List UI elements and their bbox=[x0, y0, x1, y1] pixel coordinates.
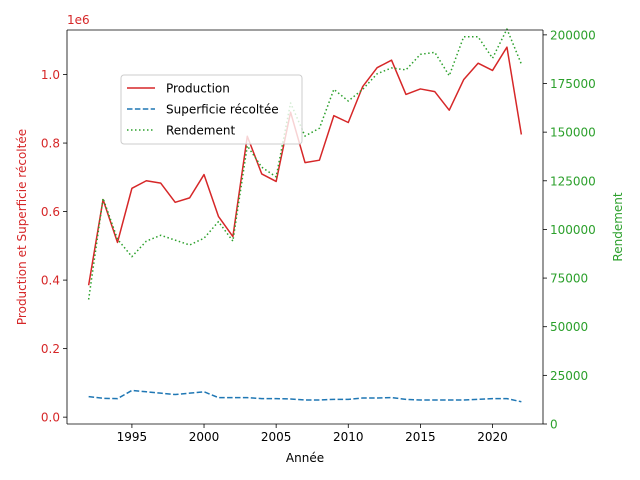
right-tick-label: 75000 bbox=[550, 272, 588, 286]
right-tick-label: 0 bbox=[550, 418, 558, 432]
x-tick-label: 2010 bbox=[333, 430, 364, 444]
legend-label-superficie: Superficie récoltée bbox=[166, 103, 279, 117]
legend: Production Superficie récoltée Rendement bbox=[120, 74, 303, 145]
right-tick-label: 175000 bbox=[550, 77, 596, 91]
x-tick-label: 1995 bbox=[117, 430, 148, 444]
left-tick-label: 1.0 bbox=[41, 68, 60, 82]
legend-frame bbox=[120, 74, 303, 145]
left-axis-offset-label: 1e6 bbox=[67, 13, 90, 27]
x-axis-ticks: 1995 2000 2005 2010 2015 2020 bbox=[117, 424, 508, 444]
right-tick-label: 125000 bbox=[550, 174, 596, 188]
left-tick-label: 0.4 bbox=[41, 274, 60, 288]
right-tick-label: 200000 bbox=[550, 28, 596, 42]
right-tick-label: 25000 bbox=[550, 369, 588, 383]
left-tick-label: 0.6 bbox=[41, 205, 60, 219]
right-tick-label: 50000 bbox=[550, 320, 588, 334]
x-tick-label: 2000 bbox=[189, 430, 220, 444]
left-axis-label: Production et Superficie récoltée bbox=[15, 129, 29, 325]
series-layer bbox=[87, 28, 523, 403]
series-line-1 bbox=[88, 389, 522, 403]
left-tick-label: 0.8 bbox=[41, 137, 60, 151]
x-tick-label: 2015 bbox=[405, 430, 436, 444]
legend-label-production: Production bbox=[166, 82, 230, 96]
series-line-2 bbox=[87, 28, 523, 300]
right-tick-label: 150000 bbox=[550, 126, 596, 140]
left-tick-label: 0.0 bbox=[41, 411, 60, 425]
x-axis-label: Année bbox=[286, 451, 324, 465]
right-tick-label: 100000 bbox=[550, 223, 596, 237]
right-axis-label: Rendement bbox=[611, 192, 625, 261]
left-axis-ticks: 0.0 0.2 0.4 0.6 0.8 1.0 bbox=[41, 68, 67, 425]
left-tick-label: 0.2 bbox=[41, 342, 60, 356]
series-line-0 bbox=[87, 46, 523, 286]
x-tick-label: 2020 bbox=[477, 430, 508, 444]
x-tick-label: 2005 bbox=[261, 430, 292, 444]
legend-label-rendement: Rendement bbox=[166, 124, 235, 138]
right-axis-ticks: 0 25000 50000 75000 100000 125000 150000 175000… bbox=[543, 28, 596, 432]
